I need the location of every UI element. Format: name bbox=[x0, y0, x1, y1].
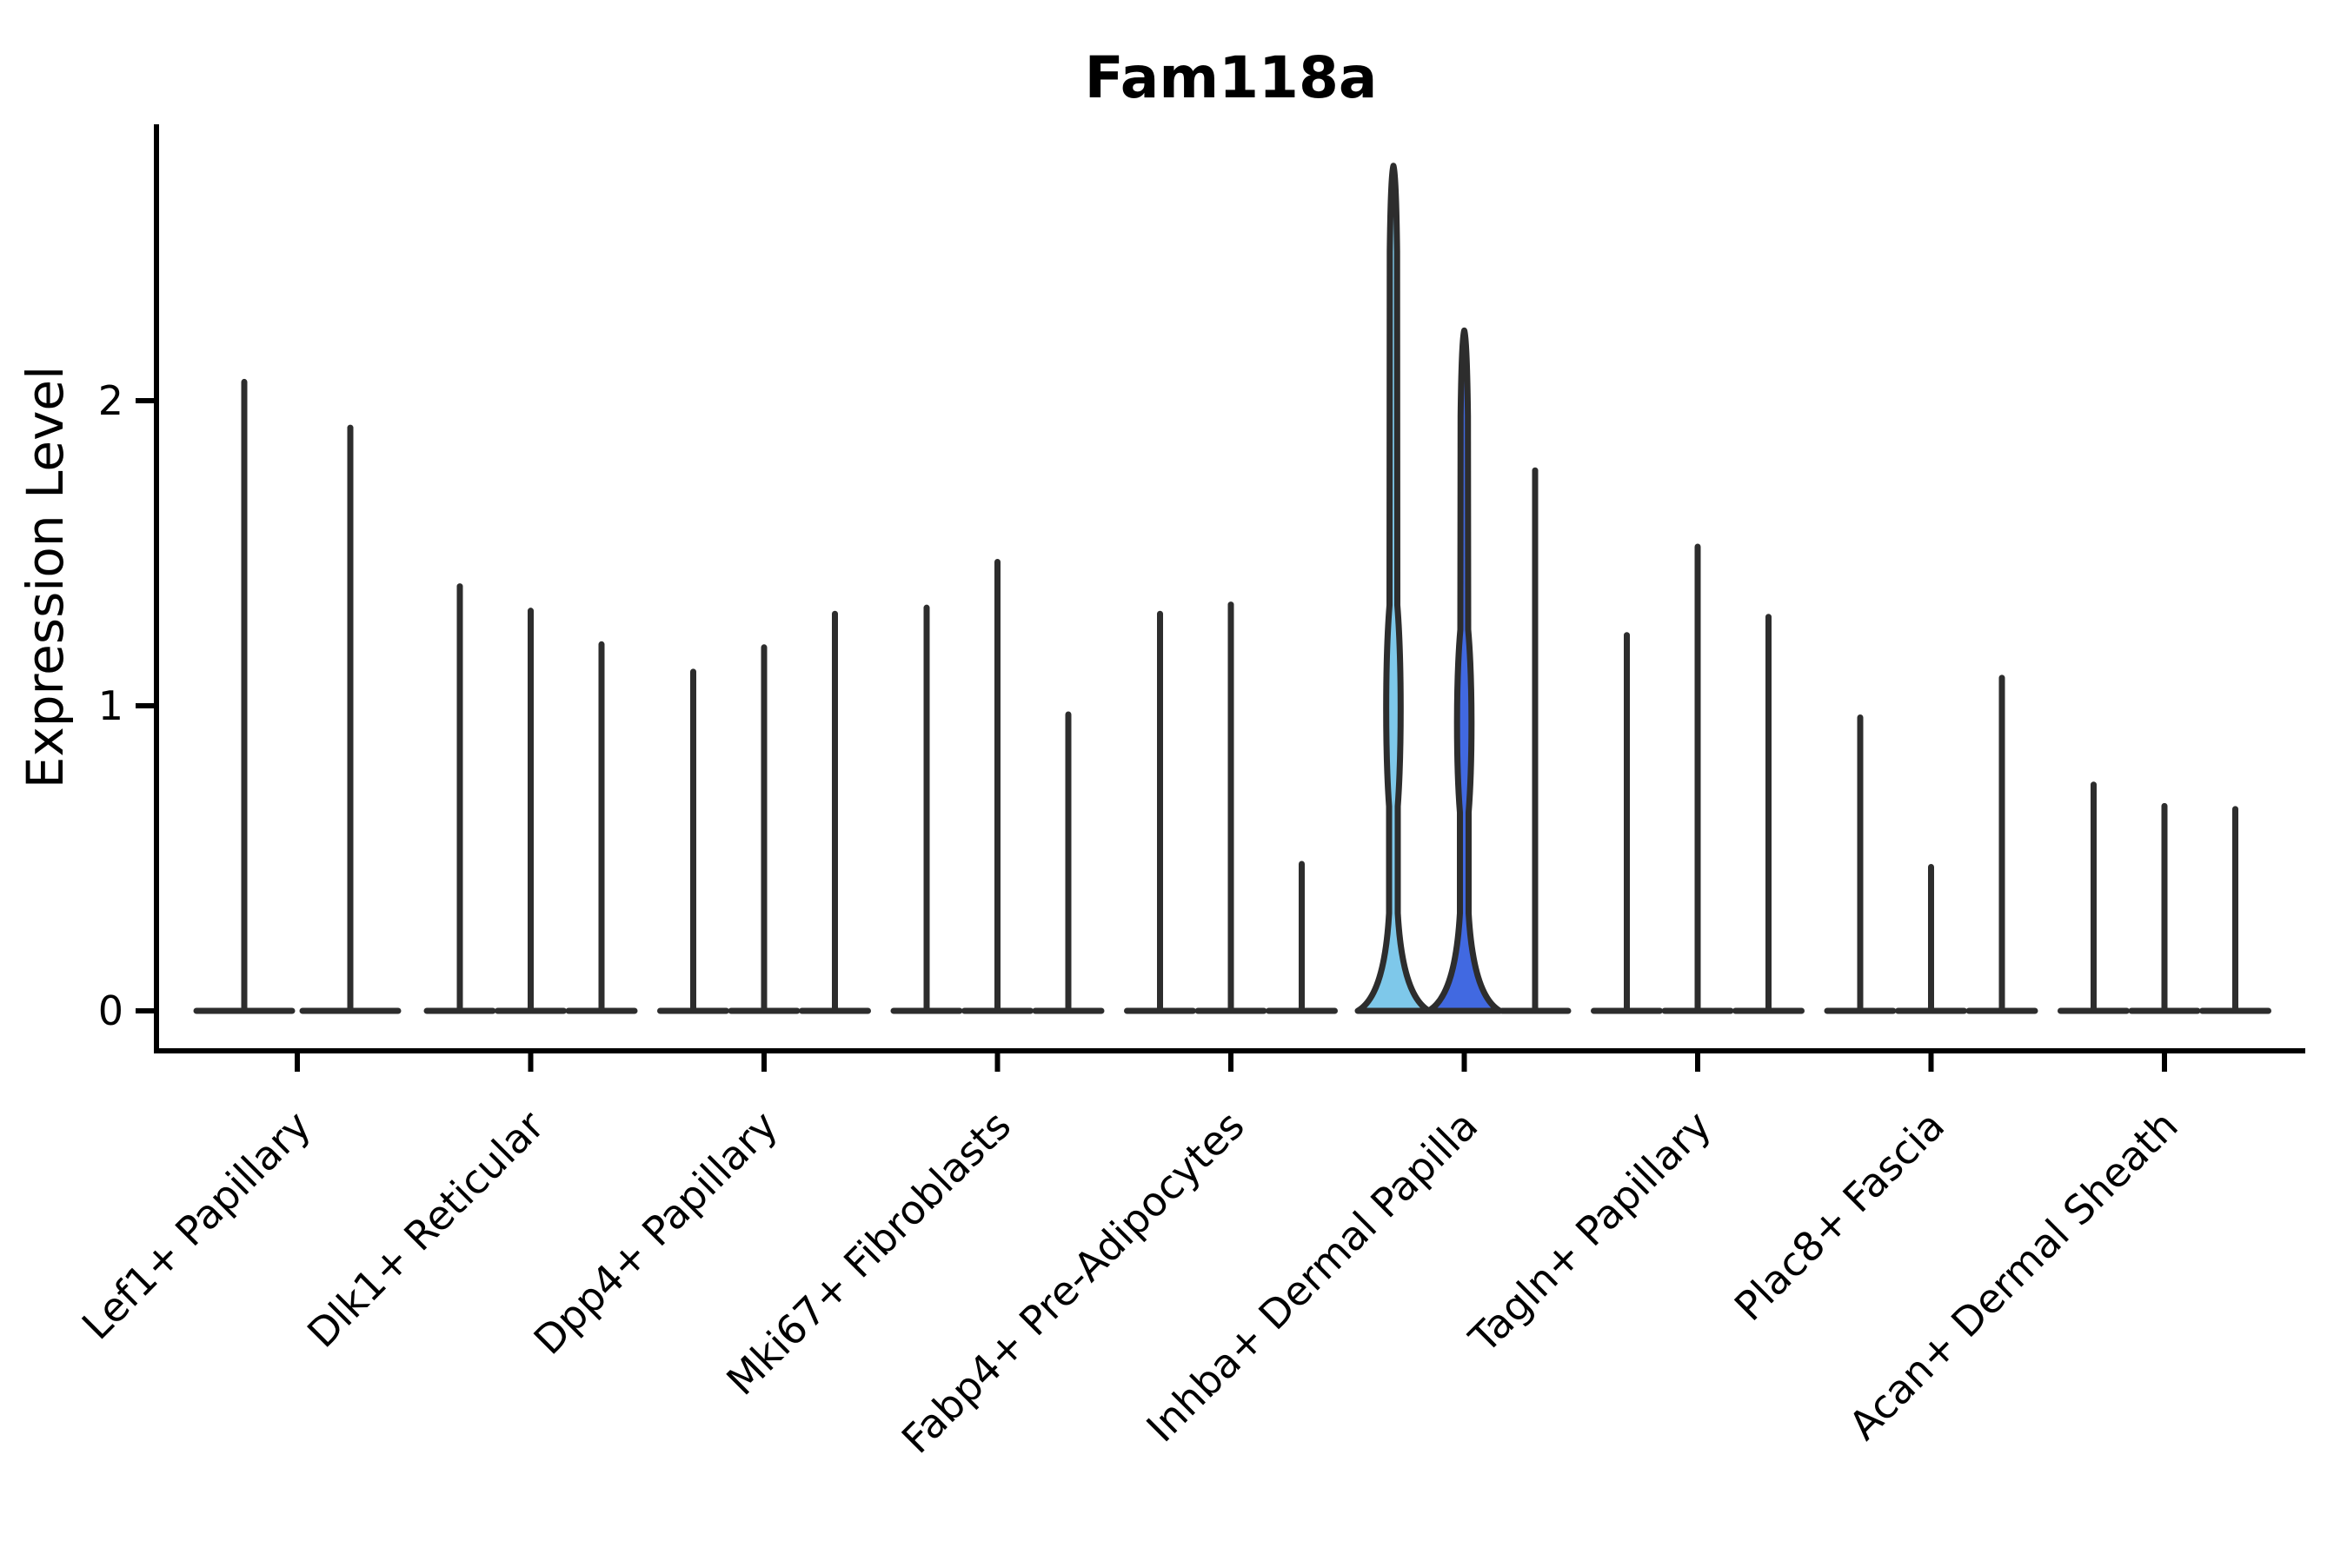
violin-group bbox=[193, 378, 402, 1014]
violin-filled bbox=[1426, 327, 1503, 1014]
y-tick-label: 0 bbox=[98, 987, 123, 1034]
violins-layer bbox=[193, 163, 2271, 1014]
violin-group bbox=[423, 583, 638, 1014]
violin-group bbox=[1824, 674, 2038, 1014]
violin-group bbox=[1591, 543, 1805, 1014]
x-tick-label: Lef1+ Papillary bbox=[73, 1102, 320, 1349]
y-tick-label: 1 bbox=[98, 682, 123, 729]
violin-group bbox=[657, 610, 871, 1014]
violin-group bbox=[2058, 781, 2271, 1014]
x-tick-label: Dlk1+ Reticular bbox=[298, 1102, 553, 1357]
chart-title: Fam118a bbox=[1085, 44, 1378, 111]
y-tick-label: 2 bbox=[98, 377, 123, 424]
violin-filled bbox=[1354, 163, 1433, 1014]
violin-group bbox=[890, 559, 1105, 1014]
y-axis-ticks: 0 1 2 bbox=[98, 377, 156, 1034]
x-tick-label: Plac8+ Fascia bbox=[1725, 1102, 1953, 1330]
violin-group bbox=[1124, 601, 1338, 1014]
x-tick-label: Tagln+ Papillary bbox=[1459, 1102, 1720, 1363]
x-tick-label: Dpp4+ Papillary bbox=[525, 1102, 787, 1364]
y-axis-label: Expression Level bbox=[16, 366, 75, 788]
violin-group bbox=[1354, 163, 1572, 1014]
